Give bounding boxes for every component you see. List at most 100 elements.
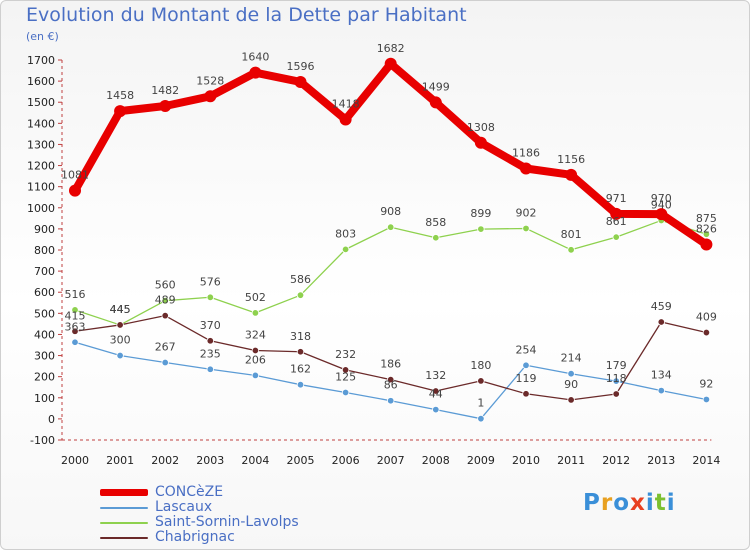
- x-tick-label: 2001: [106, 454, 134, 467]
- data-label: 324: [245, 328, 266, 341]
- data-point: [206, 365, 214, 373]
- data-point: [71, 306, 79, 314]
- data-label: 971: [606, 192, 627, 205]
- y-tick-label: 700: [34, 265, 55, 278]
- data-point: [341, 366, 350, 374]
- series-line: [74, 219, 708, 326]
- data-point: [387, 223, 395, 231]
- data-point: [702, 230, 711, 238]
- data-label: 415: [65, 309, 86, 322]
- proxiti-logo: Proxiti: [583, 490, 676, 516]
- x-tick-label: 2010: [512, 454, 540, 467]
- data-label: 803: [335, 227, 356, 240]
- data-point: [69, 184, 81, 197]
- data-point: [522, 224, 530, 233]
- data-label: 254: [516, 343, 537, 356]
- data-label: 1186: [512, 147, 540, 160]
- x-tick-label: 2008: [422, 454, 450, 467]
- data-label: 459: [651, 300, 672, 313]
- data-point: [612, 377, 620, 385]
- data-point: [432, 387, 440, 395]
- data-label: 801: [561, 228, 582, 241]
- data-point: [249, 66, 262, 79]
- data-point: [520, 162, 532, 175]
- data-label: 363: [65, 320, 86, 333]
- data-label: 370: [200, 319, 221, 332]
- data-point: [522, 361, 530, 369]
- y-tick-label: 300: [34, 350, 55, 363]
- y-tick-label: 1300: [27, 138, 55, 151]
- data-label: 861: [606, 215, 627, 228]
- y-tick-label: -100: [30, 434, 55, 447]
- y-tick-label: 1500: [27, 96, 55, 109]
- unit-label: (en €): [26, 30, 59, 43]
- x-tick-label: 2002: [151, 454, 179, 467]
- x-tick-label: 2009: [467, 454, 495, 467]
- x-tick-label: 2014: [692, 454, 720, 467]
- legend-label: Saint-Sornin-Lavolps: [155, 514, 299, 530]
- data-point: [477, 225, 485, 233]
- data-point: [159, 100, 172, 113]
- data-label: 92: [699, 377, 713, 390]
- y-tick-label: 1600: [27, 75, 55, 88]
- data-label: 1418: [332, 98, 360, 111]
- data-label: 1640: [241, 51, 269, 64]
- data-label: 90: [564, 378, 578, 391]
- legend-item: Chabrignac: [100, 529, 400, 545]
- data-label: 899: [470, 207, 491, 220]
- data-point: [477, 377, 485, 385]
- data-label: 44: [429, 388, 443, 401]
- data-label: 409: [696, 311, 717, 324]
- data-label: 232: [335, 348, 356, 361]
- data-point: [567, 396, 575, 404]
- legend-label: Chabrignac: [155, 529, 235, 545]
- data-point: [339, 113, 352, 126]
- y-tick-label: 100: [34, 392, 55, 405]
- data-label: 445: [110, 303, 131, 316]
- x-tick-label: 2012: [602, 454, 630, 467]
- y-tick-label: 500: [34, 307, 55, 320]
- x-tick-label: 2003: [196, 454, 224, 467]
- legend-swatch: [100, 521, 148, 524]
- data-label: 908: [380, 205, 401, 218]
- data-point: [251, 309, 260, 317]
- data-point: [204, 90, 217, 103]
- legend: CONCèZE Lascaux Saint-Sornin-Lavolps Cha…: [100, 484, 400, 545]
- data-point: [522, 390, 530, 398]
- x-tick-label: 2000: [61, 454, 89, 467]
- data-point: [161, 296, 169, 305]
- data-label: 516: [65, 288, 86, 301]
- data-label: 445: [110, 303, 131, 316]
- data-point: [71, 338, 79, 346]
- data-point: [206, 337, 214, 345]
- data-label: 1156: [557, 153, 585, 166]
- data-point: [612, 390, 620, 398]
- y-tick-label: 0: [48, 413, 55, 426]
- data-point: [474, 136, 487, 149]
- x-tick-label: 2011: [557, 454, 585, 467]
- chart-title: Evolution du Montant de la Dette par Hab…: [26, 4, 467, 26]
- data-label: 118: [606, 372, 627, 385]
- data-label: 1081: [61, 169, 89, 182]
- x-tick-label: 2013: [647, 454, 675, 467]
- data-point: [114, 105, 127, 118]
- data-label: 134: [651, 369, 672, 382]
- data-label: 1596: [287, 60, 315, 73]
- x-tick-label: 2007: [377, 454, 405, 467]
- data-label: 826: [696, 223, 717, 236]
- data-label: 1458: [106, 89, 134, 102]
- legend-swatch: [100, 536, 148, 539]
- data-point: [567, 370, 575, 378]
- legend-swatch: [100, 506, 148, 509]
- data-point: [429, 96, 442, 109]
- y-tick-label: 1700: [27, 54, 55, 67]
- data-label: 875: [696, 212, 717, 225]
- data-point: [657, 386, 665, 395]
- data-label: 1499: [422, 80, 450, 93]
- legend-item: Saint-Sornin-Lavolps: [100, 514, 400, 530]
- data-point: [251, 346, 260, 355]
- legend-item: CONCèZE: [100, 484, 400, 500]
- data-point: [387, 397, 395, 405]
- data-point: [71, 327, 79, 335]
